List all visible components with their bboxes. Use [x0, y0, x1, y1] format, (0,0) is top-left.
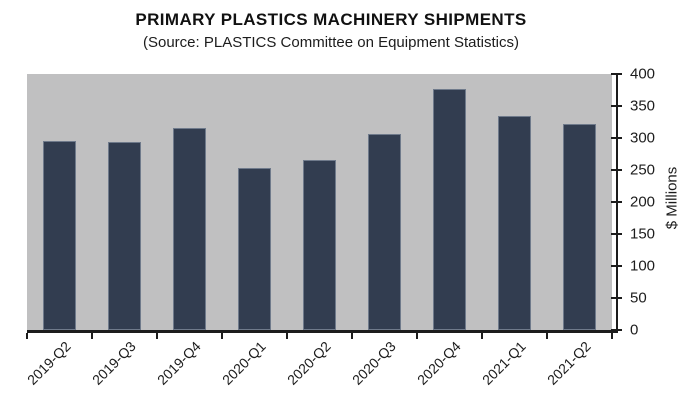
bar-2021-Q2: [563, 124, 596, 330]
x-tick-0: [26, 333, 28, 339]
x-tick-label-2020-Q1: 2020-Q1: [218, 338, 269, 388]
y-tick-350: [611, 105, 622, 107]
y-tick-label-100: 100: [630, 257, 656, 275]
y-tick-label-350: 350: [630, 97, 656, 115]
y-tick-label-400: 400: [630, 65, 656, 83]
y-tick-label-300: 300: [630, 129, 656, 147]
bar-2020-Q1: [238, 168, 271, 330]
x-tick-1: [91, 333, 93, 339]
bar-2020-Q2: [303, 160, 336, 330]
x-tick-4: [286, 333, 288, 339]
chart-header: PRIMARY PLASTICS MACHINERY SHIPMENTS (So…: [0, 10, 662, 51]
bar-2020-Q4: [433, 89, 466, 330]
bar-2020-Q3: [368, 134, 401, 330]
y-tick-label-250: 250: [630, 161, 656, 179]
x-tick-6: [416, 333, 418, 339]
x-tick-label-2020-Q2: 2020-Q2: [283, 338, 334, 388]
y-tick-250: [611, 169, 622, 171]
y-tick-300: [611, 137, 622, 139]
plot-area: [27, 74, 612, 330]
x-tick-5: [351, 333, 353, 339]
chart-subtitle: (Source: PLASTICS Committee on Equipment…: [143, 34, 519, 51]
y-axis-line: [616, 73, 618, 333]
x-tick-8: [546, 333, 548, 339]
x-tick-label-2019-Q3: 2019-Q3: [88, 338, 139, 388]
y-tick-label-200: 200: [630, 193, 656, 211]
y-tick-label-150: 150: [630, 225, 656, 243]
y-tick-200: [611, 201, 622, 203]
x-tick-3: [221, 333, 223, 339]
y-tick-150: [611, 233, 622, 235]
bar-2019-Q3: [108, 142, 141, 330]
x-tick-label-2019-Q4: 2019-Q4: [153, 338, 204, 388]
x-tick-label-2020-Q4: 2020-Q4: [413, 338, 464, 388]
x-tick-2: [156, 333, 158, 339]
y-tick-400: [611, 73, 622, 75]
x-tick-9: [611, 333, 613, 339]
bar-2021-Q1: [498, 116, 531, 330]
y-tick-label-0: 0: [630, 321, 639, 339]
chart-title: PRIMARY PLASTICS MACHINERY SHIPMENTS: [135, 10, 527, 29]
x-tick-label-2019-Q2: 2019-Q2: [23, 338, 74, 388]
y-tick-label-50: 50: [630, 289, 647, 307]
x-tick-label-2021-Q1: 2021-Q1: [478, 338, 529, 388]
y-tick-100: [611, 265, 622, 267]
y-tick-0: [611, 329, 622, 331]
y-tick-50: [611, 297, 622, 299]
y-axis-title: $ Millions: [663, 166, 681, 230]
x-tick-label-2020-Q3: 2020-Q3: [348, 338, 399, 388]
x-tick-label-2021-Q2: 2021-Q2: [543, 338, 594, 388]
x-tick-7: [481, 333, 483, 339]
x-axis-line: [27, 330, 618, 333]
bar-2019-Q2: [43, 141, 76, 330]
bar-2019-Q4: [173, 128, 206, 330]
